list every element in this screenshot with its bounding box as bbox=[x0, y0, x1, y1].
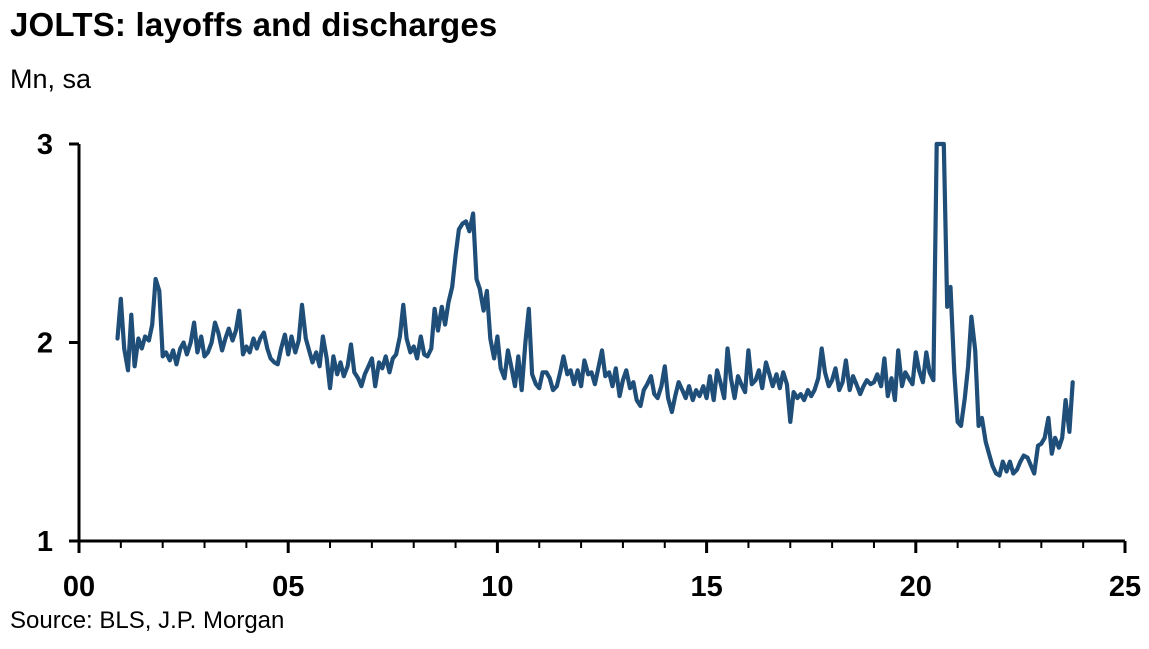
chart-ticks: 1 2 3 00 05 10 15 20 25 bbox=[37, 129, 1141, 603]
x-tick-label: 10 bbox=[481, 571, 513, 603]
x-tick-label: 15 bbox=[690, 571, 722, 603]
x-tick-label: 00 bbox=[63, 571, 95, 603]
x-tick-label: 20 bbox=[900, 571, 932, 603]
series-line-layoffs bbox=[115, 141, 1075, 478]
x-tick-label: 25 bbox=[1109, 571, 1141, 603]
x-tick-label: 05 bbox=[272, 571, 304, 603]
chart-series bbox=[115, 141, 1075, 478]
y-tick-label: 2 bbox=[37, 328, 53, 360]
chart-subtitle-units: Mn, sa bbox=[10, 64, 92, 94]
y-tick-label: 1 bbox=[37, 526, 53, 558]
chart-title: JOLTS: layoffs and discharges bbox=[10, 6, 498, 43]
y-tick-label: 3 bbox=[37, 129, 53, 161]
source-note: Source: BLS, J.P. Morgan bbox=[10, 607, 285, 634]
